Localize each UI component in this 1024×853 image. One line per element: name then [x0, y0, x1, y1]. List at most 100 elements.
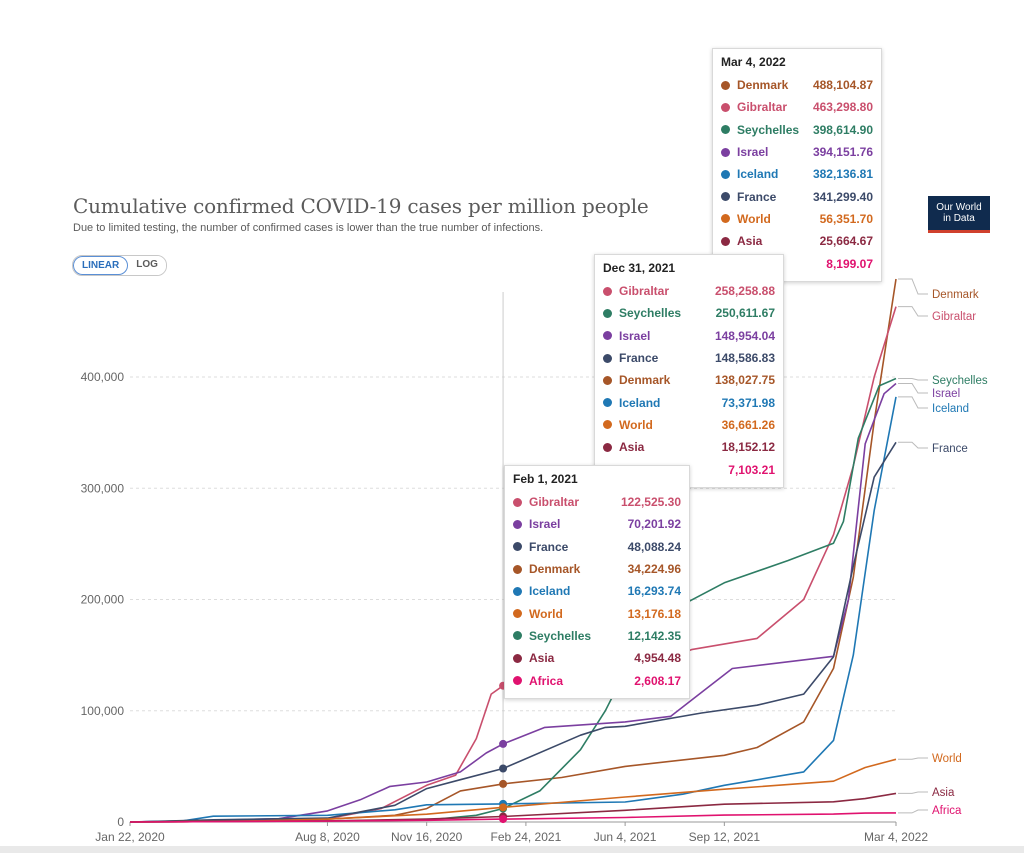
tooltip-series-value: 18,152.12 — [721, 440, 775, 455]
linear-scale-button[interactable]: LINEAR — [73, 256, 129, 275]
legend-dot-icon — [721, 147, 730, 157]
tooltip-series-value: 398,614.90 — [812, 122, 873, 137]
legend-dot-icon — [721, 102, 730, 112]
legend-dot-icon — [513, 519, 522, 529]
tooltip-series-name: Gibraltar — [737, 100, 788, 115]
hover-dot-denmark — [499, 779, 508, 788]
tooltip-series-name: Iceland — [529, 584, 571, 599]
end-label-france: France — [932, 443, 968, 455]
tooltip-series-name: World — [737, 211, 771, 226]
x-tick-label: Jan 22, 2020 — [95, 830, 165, 844]
legend-dot-icon — [513, 653, 522, 663]
owid-logo[interactable]: Our World in Data — [928, 196, 990, 233]
hover-dot-france — [499, 764, 508, 773]
tooltip-date: Dec 31, 2021 — [603, 261, 676, 275]
chart-title: Cumulative confirmed COVID-19 cases per … — [73, 194, 649, 218]
x-tick-label: Feb 24, 2021 — [491, 830, 562, 844]
tooltip-series-value: 8,199.07 — [826, 256, 873, 271]
tooltip-row: Asia 25,664.67 — [721, 230, 873, 252]
chart-subtitle: Due to limited testing, the number of co… — [73, 222, 544, 234]
tooltip-row: Seychelles 398,614.90 — [721, 119, 873, 141]
tooltip-series-value: 258,258.88 — [714, 284, 775, 299]
tooltip-series-name: France — [529, 539, 569, 554]
tooltip-series-value: 70,201.92 — [627, 517, 681, 532]
tooltip-series-value: 25,664.67 — [819, 234, 873, 249]
end-label-asia: Asia — [932, 787, 955, 799]
series-line-france — [129, 441, 897, 823]
x-tick-label: Mar 4, 2022 — [864, 830, 928, 844]
tooltip-series-value: 2,608.17 — [634, 673, 681, 688]
series-line-iceland — [129, 396, 897, 823]
tooltip-series-value: 122,525.30 — [620, 495, 681, 510]
end-label-denmark: Denmark — [932, 289, 979, 301]
tooltip-row: Iceland 73,371.98 — [603, 391, 775, 413]
tooltip-series-value: 13,176.18 — [627, 606, 681, 621]
legend-dot-icon — [603, 286, 612, 296]
tooltip-series-value: 394,151.76 — [812, 145, 873, 160]
tooltip-row: World 36,661.26 — [603, 414, 775, 436]
end-label-israel: Israel — [932, 388, 960, 400]
legend-dot-icon — [603, 308, 612, 318]
tooltip-series-name: Denmark — [619, 373, 671, 388]
tooltip-feb-1-2021: Feb 1, 2021 Gibraltar 122,525.30 Israel 70,2… — [504, 465, 690, 699]
logo-line-2: in Data — [943, 213, 975, 224]
legend-dot-icon — [513, 497, 522, 507]
tooltip-row: Seychelles 250,611.67 — [603, 302, 775, 324]
tooltip-row: Seychelles 12,142.35 — [513, 625, 681, 647]
tooltip-series-name: Denmark — [737, 78, 789, 93]
tooltip-row: Denmark 488,104.87 — [721, 74, 873, 96]
legend-dot-icon — [513, 609, 522, 619]
tooltip-series-value: 36,661.26 — [721, 417, 775, 432]
end-label-connector — [898, 378, 928, 381]
log-scale-button[interactable]: LOG — [128, 256, 166, 275]
legend-dot-icon — [721, 236, 730, 246]
legend-dot-icon — [721, 192, 730, 202]
tooltip-row: Israel 394,151.76 — [721, 141, 873, 163]
tooltip-row: World 13,176.18 — [513, 602, 681, 624]
legend-dot-icon — [603, 442, 612, 452]
end-label-connector — [898, 441, 928, 449]
tooltip-series-name: Asia — [529, 651, 555, 666]
tooltip-row: Africa 2,608.17 — [513, 669, 681, 691]
x-tick-label: Jun 4, 2021 — [594, 830, 657, 844]
tooltip-series-value: 73,371.98 — [721, 395, 775, 410]
tooltip-series-name: Gibraltar — [529, 495, 580, 510]
tooltip-row: World 56,351.70 — [721, 208, 873, 230]
hover-dot-africa — [499, 815, 508, 824]
tooltip-row: Asia 4,954.48 — [513, 647, 681, 669]
tooltip-series-name: Israel — [619, 328, 651, 343]
series-line-israel — [129, 382, 897, 823]
tooltip-series-value: 382,136.81 — [812, 167, 873, 182]
tooltip-series-value: 488,104.87 — [812, 78, 873, 93]
legend-dot-icon — [513, 542, 522, 552]
legend-dot-icon — [721, 214, 730, 224]
tooltip-series-name: Africa — [529, 673, 564, 688]
tooltip-mar-4-2022: Mar 4, 2022 Denmark 488,104.87 Gibraltar 463… — [712, 48, 882, 282]
legend-dot-icon — [513, 586, 522, 596]
end-label-connector — [898, 791, 928, 794]
y-tick-label: 0 — [117, 815, 124, 829]
tooltip-dec-31-2021: Dec 31, 2021 Gibraltar 258,258.88 Seychelle… — [594, 254, 784, 488]
tooltip-series-value: 148,954.04 — [714, 328, 775, 343]
tooltip-row: France 148,586.83 — [603, 347, 775, 369]
tooltip-row: Iceland 16,293.74 — [513, 580, 681, 602]
end-label-world: World — [932, 753, 962, 765]
tooltip-series-name: World — [529, 606, 563, 621]
series-line-world — [129, 758, 897, 823]
tooltip-series-value: 48,088.24 — [627, 539, 681, 554]
end-label-connector — [898, 809, 928, 814]
y-tick-label: 200,000 — [81, 593, 125, 607]
y-tick-label: 300,000 — [81, 481, 125, 495]
tooltip-series-value: 56,351.70 — [819, 211, 873, 226]
x-tick-label: Nov 16, 2020 — [391, 830, 463, 844]
tooltip-series-name: Denmark — [529, 562, 581, 577]
tooltip-series-name: Gibraltar — [619, 284, 670, 299]
hover-dot-world — [499, 803, 508, 812]
end-label-connector — [898, 306, 928, 317]
legend-dot-icon — [603, 398, 612, 408]
tooltip-row: Israel 70,201.92 — [513, 513, 681, 535]
tooltip-row: Gibraltar 122,525.30 — [513, 491, 681, 513]
tooltip-series-value: 138,027.75 — [714, 373, 775, 388]
legend-dot-icon — [721, 80, 730, 90]
